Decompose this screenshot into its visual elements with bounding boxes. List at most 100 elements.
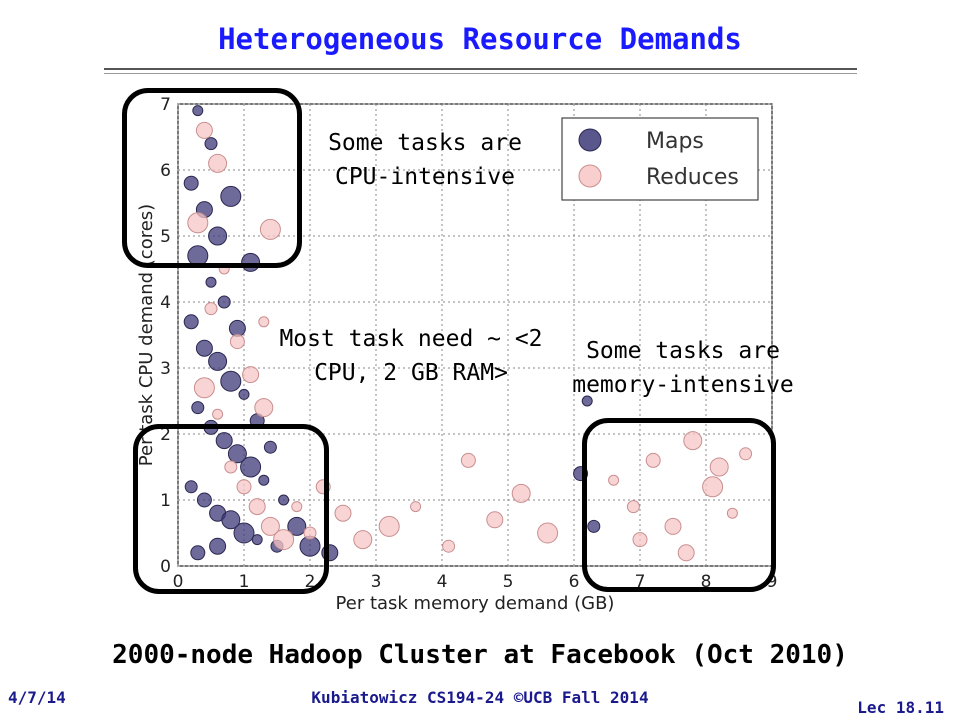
reduces-point [260, 516, 280, 536]
reduces-point [212, 408, 224, 420]
y-tick-label: 6 [160, 161, 171, 181]
reduces-point [254, 398, 274, 418]
maps-point [251, 534, 263, 546]
y-tick-label: 2 [160, 425, 171, 445]
maps-point [183, 175, 199, 191]
maps-point [195, 339, 213, 357]
legend-label: Reduces [646, 165, 739, 190]
reduces-point [511, 483, 531, 503]
maps-point [233, 522, 255, 544]
maps-point [208, 351, 228, 371]
common-demand-box [133, 424, 329, 594]
reduces-point [204, 302, 218, 316]
maps-point [228, 319, 246, 337]
reduces-point [248, 498, 266, 516]
y-axis-label: Per task CPU demand (cores) [136, 204, 157, 466]
maps-point [190, 545, 206, 561]
y-tick-label: 3 [160, 359, 171, 379]
x-tick-label: 8 [701, 572, 712, 592]
x-tick-label: 6 [569, 572, 580, 592]
maps-point [205, 276, 217, 288]
y-tick-label: 0 [160, 557, 171, 577]
reduces-point [193, 377, 215, 399]
maps-point [287, 516, 307, 536]
reduces-point [229, 334, 245, 350]
reduces-point [677, 544, 695, 562]
y-tick-label: 4 [160, 293, 171, 313]
reduces-point [460, 452, 476, 468]
cpu-intensive-annotation: Some tasks are CPU-intensive [328, 130, 522, 190]
reduces-point [739, 447, 753, 461]
maps-point [191, 401, 205, 415]
reduces-point [645, 452, 661, 468]
maps-point [208, 226, 228, 246]
reduces-point [410, 501, 422, 513]
maps-point [220, 370, 242, 392]
legend-label: Maps [646, 129, 704, 154]
reduces-point [378, 515, 400, 537]
reduces-point [683, 431, 703, 451]
maps-point [238, 388, 250, 400]
title-rule [104, 68, 857, 70]
maps-point [192, 105, 204, 117]
maps-point [215, 432, 233, 450]
reduces-point [442, 539, 456, 553]
maps-point [240, 456, 262, 478]
reduces-point [537, 522, 559, 544]
reduces-point [242, 366, 260, 384]
maps-point [204, 137, 218, 151]
maps-point [258, 474, 270, 486]
reduces-point [258, 316, 270, 328]
memory-intensive-box [582, 418, 776, 592]
footer-course: Kubiatowicz CS194-24 ©UCB Fall 2014 [311, 688, 649, 707]
x-tick-label: 5 [503, 572, 514, 592]
reduces-point [208, 153, 228, 173]
maps-point [196, 492, 212, 508]
x-tick-label: 4 [437, 572, 448, 592]
reduces-point [726, 507, 738, 519]
footer-date: 4/7/14 [8, 688, 66, 707]
reduces-point [195, 121, 213, 139]
reduces-point [259, 218, 281, 240]
reduces-point [303, 526, 317, 540]
x-tick-label: 7 [635, 572, 646, 592]
x-tick-label: 1 [239, 572, 250, 592]
x-tick-label: 9 [767, 572, 778, 592]
cpu-intensive-box [122, 88, 302, 268]
maps-point [278, 494, 290, 506]
reduces-point [608, 474, 620, 486]
x-axis-label: Per task memory demand (GB) [336, 593, 615, 614]
maps-point [221, 510, 241, 530]
reduces-point [334, 504, 352, 522]
reduces-point [236, 479, 252, 495]
maps-point [184, 480, 198, 494]
maps-point [220, 185, 242, 207]
reduces-point [273, 529, 295, 551]
reduces-point [632, 532, 648, 548]
maps-point [217, 295, 231, 309]
maps-point [227, 444, 247, 464]
maps-point [183, 314, 199, 330]
y-tick-label: 7 [160, 95, 171, 115]
reduces-point [353, 530, 373, 550]
maps-point [209, 537, 227, 555]
slide-title: Heterogeneous Resource Demands [218, 22, 742, 56]
slide-subtitle: 2000-node Hadoop Cluster at Facebook (Oc… [112, 640, 848, 670]
y-tick-label: 5 [160, 227, 171, 247]
y-tick-label: 1 [160, 491, 171, 511]
memory-intensive-annotation: Some tasks are memory-intensive [572, 338, 794, 398]
x-tick-label: 3 [371, 572, 382, 592]
reduces-point [664, 517, 682, 535]
reduces-point [291, 501, 303, 513]
reduces-point [702, 476, 724, 498]
maps-point [263, 440, 277, 454]
title-rule-thin [104, 73, 857, 74]
reduces-point [626, 500, 640, 514]
footer-lecture: Lec 18.11 [857, 698, 944, 717]
most-tasks-annotation: Most task need ~ <2 CPU, 2 GB RAM> [279, 326, 543, 386]
reduces-point [709, 457, 729, 477]
reduces-point [187, 212, 209, 234]
reduces-point-legend-marker [578, 164, 602, 188]
x-tick-label: 0 [173, 572, 184, 592]
